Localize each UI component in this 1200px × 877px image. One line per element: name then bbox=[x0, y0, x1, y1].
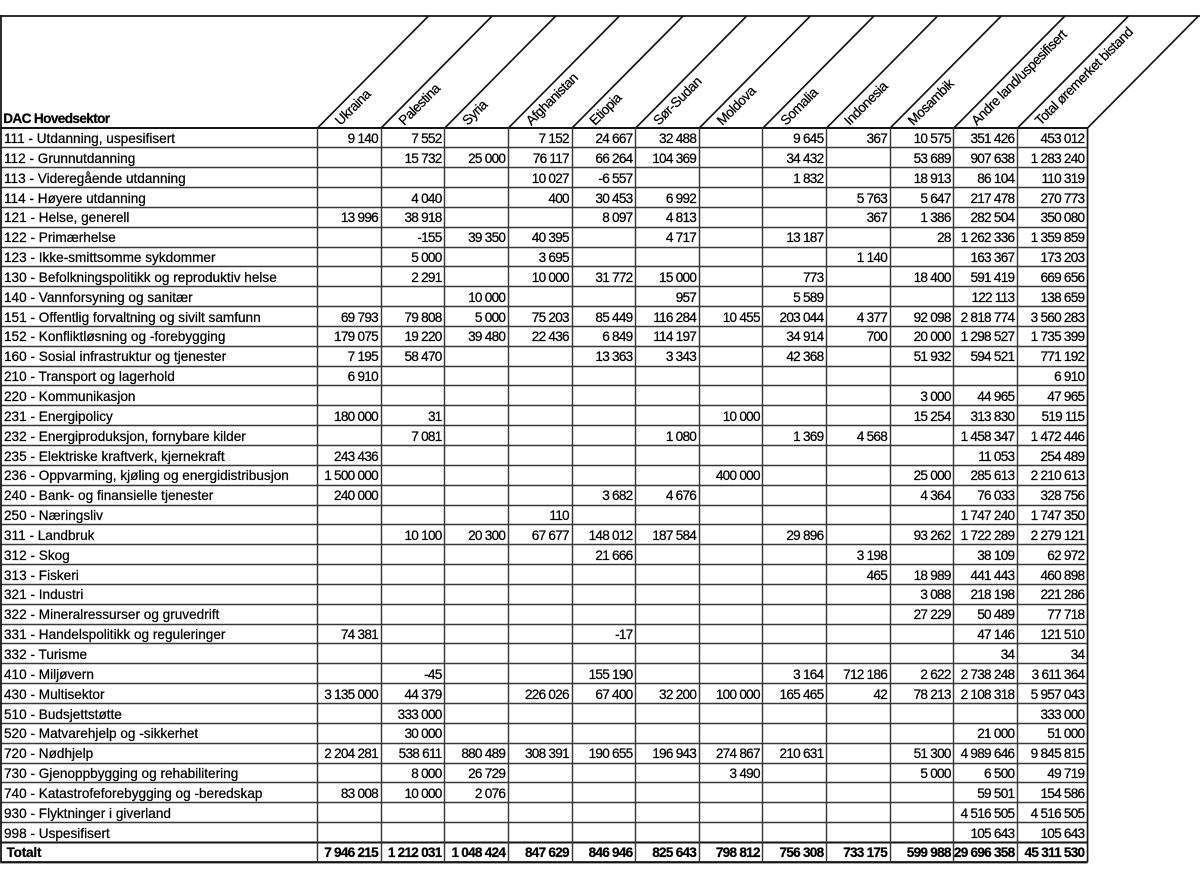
svg-text:Sør-Sudan: Sør-Sudan bbox=[650, 74, 704, 128]
svg-text:Indonesia: Indonesia bbox=[841, 78, 891, 128]
svg-text:Syria: Syria bbox=[459, 97, 491, 129]
svg-text:Afghanistan: Afghanistan bbox=[523, 70, 581, 128]
svg-text:Palestina: Palestina bbox=[396, 80, 444, 128]
svg-text:Mosambik: Mosambik bbox=[905, 76, 957, 128]
svg-text:Etiopia: Etiopia bbox=[587, 90, 625, 128]
